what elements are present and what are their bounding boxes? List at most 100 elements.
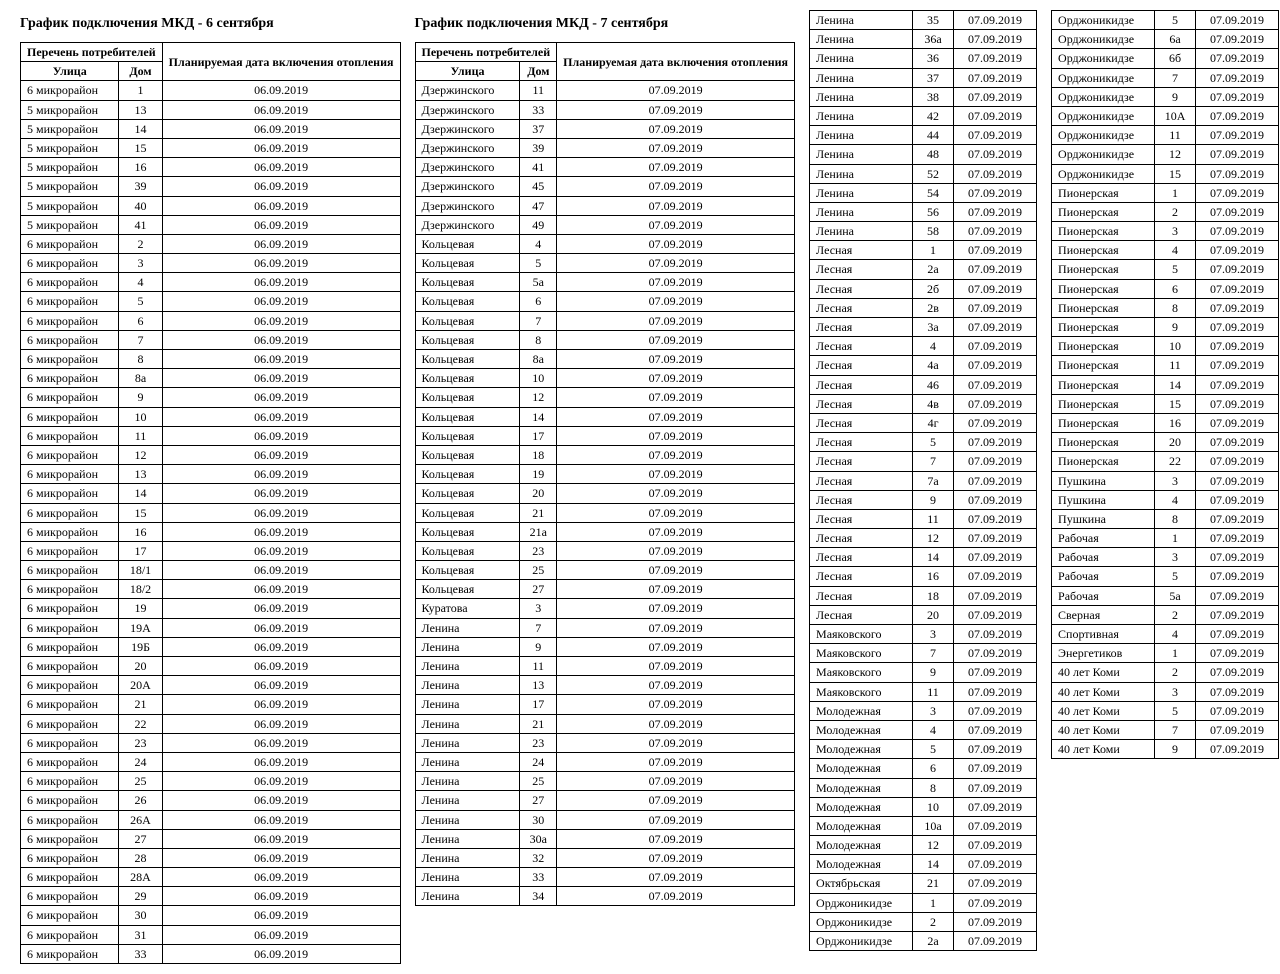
table-row: Ленина36а07.09.2019	[810, 30, 1037, 49]
table-sept7-part3: Орджоникидзе507.09.2019Орджоникидзе6а07.…	[1051, 10, 1279, 759]
cell-street: Орджоникидзе	[1052, 11, 1155, 30]
cell-date: 07.09.2019	[954, 471, 1037, 490]
cell-date: 06.09.2019	[162, 369, 400, 388]
cell-street: Ленина	[810, 49, 913, 68]
table-row: Лесная1807.09.2019	[810, 586, 1037, 605]
cell-date: 07.09.2019	[1196, 433, 1279, 452]
cell-house: 17	[520, 695, 557, 714]
cell-date: 07.09.2019	[1196, 356, 1279, 375]
cell-house: 24	[119, 752, 162, 771]
cell-date: 07.09.2019	[1196, 490, 1279, 509]
cell-street: Кольцевая	[415, 273, 520, 292]
cell-street: 40 лет Коми	[1052, 720, 1155, 739]
cell-street: Дзержинского	[415, 138, 520, 157]
cell-date: 07.09.2019	[557, 254, 795, 273]
cell-street: Орджоникидзе	[810, 912, 913, 931]
table-row: Молодежная407.09.2019	[810, 720, 1037, 739]
cell-street: Орджоникидзе	[1052, 30, 1155, 49]
cell-house: 39	[119, 177, 162, 196]
cell-date: 07.09.2019	[1196, 548, 1279, 567]
cell-date: 06.09.2019	[162, 906, 400, 925]
cell-house: 9	[913, 663, 954, 682]
cell-house: 19	[520, 465, 557, 484]
table-row: Ленина4207.09.2019	[810, 106, 1037, 125]
cell-date: 06.09.2019	[162, 599, 400, 618]
cell-house: 47	[520, 196, 557, 215]
cell-street: Кольцевая	[415, 522, 520, 541]
cell-date: 07.09.2019	[954, 644, 1037, 663]
cell-house: 52	[913, 164, 954, 183]
cell-street: 40 лет Коми	[1052, 740, 1155, 759]
table-row: Лесная2007.09.2019	[810, 605, 1037, 624]
cell-house: 36а	[913, 30, 954, 49]
table-row: Орджоникидзе207.09.2019	[810, 912, 1037, 931]
cell-street: 6 микрорайон	[21, 676, 119, 695]
table-row: 6 микрорайон28А06.09.2019	[21, 868, 401, 887]
cell-date: 07.09.2019	[954, 375, 1037, 394]
table-row: Орджоникидзе707.09.2019	[1052, 68, 1279, 87]
cell-house: 22	[119, 714, 162, 733]
table-row: Дзержинского3707.09.2019	[415, 119, 795, 138]
cell-street: 6 микрорайон	[21, 311, 119, 330]
cell-house: 27	[119, 829, 162, 848]
page-layout: График подключения МКД - 6 сентября Пере…	[20, 10, 1260, 964]
cell-house: 3	[1155, 682, 1196, 701]
cell-house: 3	[520, 599, 557, 618]
cell-house: 18	[520, 445, 557, 464]
table-row: Ленина907.09.2019	[415, 637, 795, 656]
cell-street: 6 микрорайон	[21, 580, 119, 599]
cell-date: 06.09.2019	[162, 657, 400, 676]
cell-street: 6 микрорайон	[21, 810, 119, 829]
cell-house: 15	[119, 503, 162, 522]
cell-street: Пушкина	[1052, 471, 1155, 490]
cell-house: 18/1	[119, 561, 162, 580]
cell-date: 06.09.2019	[162, 465, 400, 484]
cell-date: 07.09.2019	[1196, 49, 1279, 68]
cell-house: 7	[520, 618, 557, 637]
cell-date: 07.09.2019	[557, 541, 795, 560]
cell-house: 54	[913, 183, 954, 202]
cell-date: 07.09.2019	[557, 388, 795, 407]
cell-house: 33	[119, 944, 162, 963]
cell-date: 07.09.2019	[954, 874, 1037, 893]
table-row: 5 микрорайон1606.09.2019	[21, 158, 401, 177]
table-row: 6 микрорайон506.09.2019	[21, 292, 401, 311]
table-row: Ленина4407.09.2019	[810, 126, 1037, 145]
cell-street: Кольцевая	[415, 369, 520, 388]
cell-house: 6	[913, 759, 954, 778]
cell-street: Ленина	[415, 772, 520, 791]
table-row: Пионерская507.09.2019	[1052, 260, 1279, 279]
cell-street: Ленина	[415, 829, 520, 848]
table-row: Ленина4807.09.2019	[810, 145, 1037, 164]
table-row: 6 микрорайон3306.09.2019	[21, 944, 401, 963]
cell-house: 49	[520, 215, 557, 234]
cell-date: 06.09.2019	[162, 445, 400, 464]
cell-street: Кольцевая	[415, 407, 520, 426]
cell-street: 6 микрорайон	[21, 388, 119, 407]
cell-house: 5	[1155, 260, 1196, 279]
cell-house: 20	[1155, 433, 1196, 452]
cell-house: 4г	[913, 413, 954, 432]
th-planned-date: Планируемая дата включения отопления	[557, 43, 795, 81]
cell-street: Молодежная	[810, 701, 913, 720]
cell-date: 07.09.2019	[1196, 298, 1279, 317]
table-row: 40 лет Коми507.09.2019	[1052, 701, 1279, 720]
cell-date: 06.09.2019	[162, 772, 400, 791]
cell-house: 5а	[1155, 586, 1196, 605]
cell-date: 07.09.2019	[954, 682, 1037, 701]
cell-street: Ленина	[810, 202, 913, 221]
table-row: Пионерская1507.09.2019	[1052, 394, 1279, 413]
cell-date: 07.09.2019	[954, 490, 1037, 509]
cell-street: 40 лет Коми	[1052, 701, 1155, 720]
table-row: Ленина3507.09.2019	[810, 11, 1037, 30]
cell-date: 07.09.2019	[954, 586, 1037, 605]
cell-date: 07.09.2019	[954, 87, 1037, 106]
cell-house: 4а	[913, 356, 954, 375]
cell-street: Рабочая	[1052, 567, 1155, 586]
cell-house: 41	[119, 215, 162, 234]
table-row: Лесная2в07.09.2019	[810, 298, 1037, 317]
cell-date: 07.09.2019	[557, 561, 795, 580]
table-row: 6 микрорайон1906.09.2019	[21, 599, 401, 618]
cell-street: Пионерская	[1052, 318, 1155, 337]
cell-house: 2в	[913, 298, 954, 317]
